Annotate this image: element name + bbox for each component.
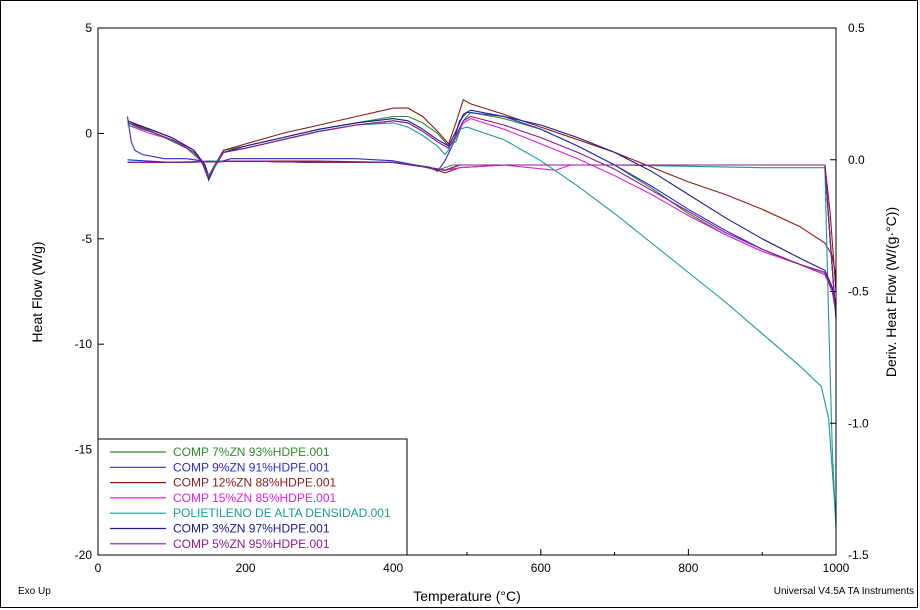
y-tick-label: -5	[81, 232, 92, 246]
y-tick-label: 0	[85, 126, 92, 140]
y-tick-label: -10	[75, 337, 93, 351]
curves-layer	[126, 98, 837, 529]
x-axis-title: Temperature (°C)	[413, 588, 521, 604]
legend-label: COMP 3%ZN 97%HDPE.001	[173, 522, 330, 536]
y2-tick-label: 0.0	[848, 153, 865, 167]
legend-label: POLIETILENO DE ALTA DENSIDAD.001	[173, 506, 391, 520]
heat-flow-line-3	[127, 98, 837, 277]
legend-box	[97, 438, 408, 556]
y2-axis-title: Deriv. Heat Flow (W/(g·°C))	[883, 207, 899, 377]
deriv-line-4	[127, 160, 837, 318]
legend-label: COMP 5%ZN 95%HDPE.001	[173, 537, 330, 551]
x-tick-label: 800	[678, 561, 698, 575]
legend-label: COMP 9%ZN 91%HDPE.001	[173, 460, 330, 474]
exo-up-note: Exo Up	[18, 586, 51, 597]
y-tick-label: 5	[85, 21, 92, 35]
x-tick-label: 600	[531, 561, 551, 575]
y-tick-label: -15	[75, 443, 93, 457]
deriv-line-1	[127, 160, 837, 318]
deriv-line-2	[127, 159, 837, 318]
x-tick-label: 0	[95, 561, 102, 575]
y2-tick-label: -1.5	[848, 548, 869, 562]
x-tick-label: 200	[236, 561, 256, 575]
heat-flow-line-2	[126, 111, 837, 313]
heat-flow-line-7	[127, 115, 837, 309]
deriv-line-3	[127, 160, 837, 292]
legend-label: COMP 12%ZN 88%HDPE.001	[173, 476, 337, 490]
deriv-line-6	[127, 160, 837, 318]
y-tick-label: -20	[75, 548, 93, 562]
legend-label: COMP 15%ZN 85%HDPE.001	[173, 491, 337, 505]
heat-flow-line-6	[127, 109, 837, 307]
y2-tick-label: -0.5	[848, 285, 869, 299]
x-tick-label: 400	[383, 561, 403, 575]
y-axis-title: Heat Flow (W/g)	[29, 241, 45, 342]
y2-tick-label: 0.5	[848, 21, 865, 35]
axes-ticks: 0 200 400 600 800 1000 5 0 -5 -10 -15 -20 0.5 0.0 -0.5…	[75, 21, 869, 575]
heat-flow-line-1	[127, 111, 837, 313]
deriv-line-7	[127, 160, 837, 318]
y2-tick-label: -1.0	[848, 416, 869, 430]
x-tick-label: 1000	[823, 561, 850, 575]
legend-label: COMP 7%ZN 93%HDPE.001	[173, 445, 330, 459]
heat-flow-line-5	[127, 122, 837, 524]
instrument-note: Universal V4.5A TA Instruments	[774, 586, 914, 597]
